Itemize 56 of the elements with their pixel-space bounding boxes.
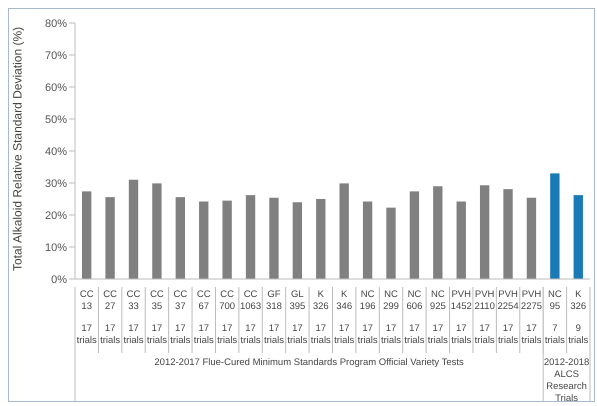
bar bbox=[105, 197, 115, 279]
text: 2012-2018 ALCS Research Trials bbox=[544, 357, 590, 404]
bar bbox=[246, 195, 256, 279]
bar bbox=[362, 202, 372, 279]
x-tick-label: NC 606 17 trials bbox=[404, 289, 425, 346]
bar bbox=[433, 186, 442, 279]
x-tick-label: NC 925 17 trials bbox=[428, 289, 448, 346]
x-tick-label: CC 37 17 trials bbox=[170, 289, 191, 346]
x-tick-label: NC 95 7 trials bbox=[544, 289, 566, 346]
x-tick-label: PVH 2110 17 trials bbox=[474, 289, 495, 346]
x-tick-label: NC 299 17 trials bbox=[380, 289, 402, 346]
bar bbox=[152, 183, 162, 279]
bar bbox=[176, 197, 185, 279]
y-tick-label: 0% bbox=[51, 274, 68, 286]
bar bbox=[269, 198, 279, 279]
x-tick-label: PVH 2254 17 trials bbox=[498, 289, 519, 346]
x-tick-label: NC 196 17 trials bbox=[358, 289, 378, 346]
x-tick-label: CC 13 17 trials bbox=[76, 289, 97, 346]
bar bbox=[503, 189, 513, 279]
text: 2012-2017 Flue-Cured Minimum Standards Program Official Variety Tests bbox=[154, 357, 464, 368]
bar bbox=[340, 183, 349, 279]
bar bbox=[480, 185, 490, 279]
y-tick-label: 10% bbox=[44, 242, 68, 254]
bar bbox=[199, 202, 208, 279]
bar bbox=[292, 202, 302, 279]
y-tick-label: 20% bbox=[44, 210, 68, 222]
x-tick-label: CC 35 17 trials bbox=[146, 289, 168, 346]
x-tick-label: K 326 17 trials bbox=[310, 289, 332, 346]
bar bbox=[316, 199, 326, 279]
x-tick-label: PVH 1452 17 trials bbox=[450, 289, 472, 346]
bar bbox=[574, 195, 583, 279]
x-tick-label: PVH 2275 17 trials bbox=[520, 289, 542, 346]
x-tick-label: CC 33 17 trials bbox=[123, 289, 144, 346]
y-tick-label: 50% bbox=[44, 114, 68, 126]
y-tick-label: 70% bbox=[44, 50, 68, 62]
bar bbox=[128, 180, 138, 279]
x-tick-label: K 326 9 trials bbox=[568, 289, 589, 346]
x-tick-label: K 346 17 trials bbox=[334, 289, 354, 346]
x-tick-label: CC 27 17 trials bbox=[100, 289, 120, 346]
y-tick-label: 60% bbox=[44, 82, 68, 94]
x-tick-label: CC 1063 17 trials bbox=[240, 289, 262, 346]
x-tick-label: CC 700 17 trials bbox=[217, 289, 238, 346]
bar bbox=[386, 208, 396, 279]
bar bbox=[456, 202, 466, 279]
y-axis-title: Total Alkaloid Relative Standard Deviation (%) bbox=[10, 26, 24, 271]
y-tick-label: 30% bbox=[44, 178, 68, 190]
x-tick-label: CC 67 17 trials bbox=[194, 289, 214, 346]
x-tick-label: GL 395 17 trials bbox=[287, 289, 308, 346]
bar bbox=[222, 200, 232, 279]
bar bbox=[526, 198, 536, 279]
bar bbox=[550, 173, 560, 279]
y-tick-label: 80% bbox=[44, 18, 68, 30]
y-tick-label: 40% bbox=[44, 146, 68, 158]
bar bbox=[410, 191, 420, 279]
x-tick-label: GF 318 17 trials bbox=[264, 289, 284, 346]
bar bbox=[82, 191, 92, 279]
